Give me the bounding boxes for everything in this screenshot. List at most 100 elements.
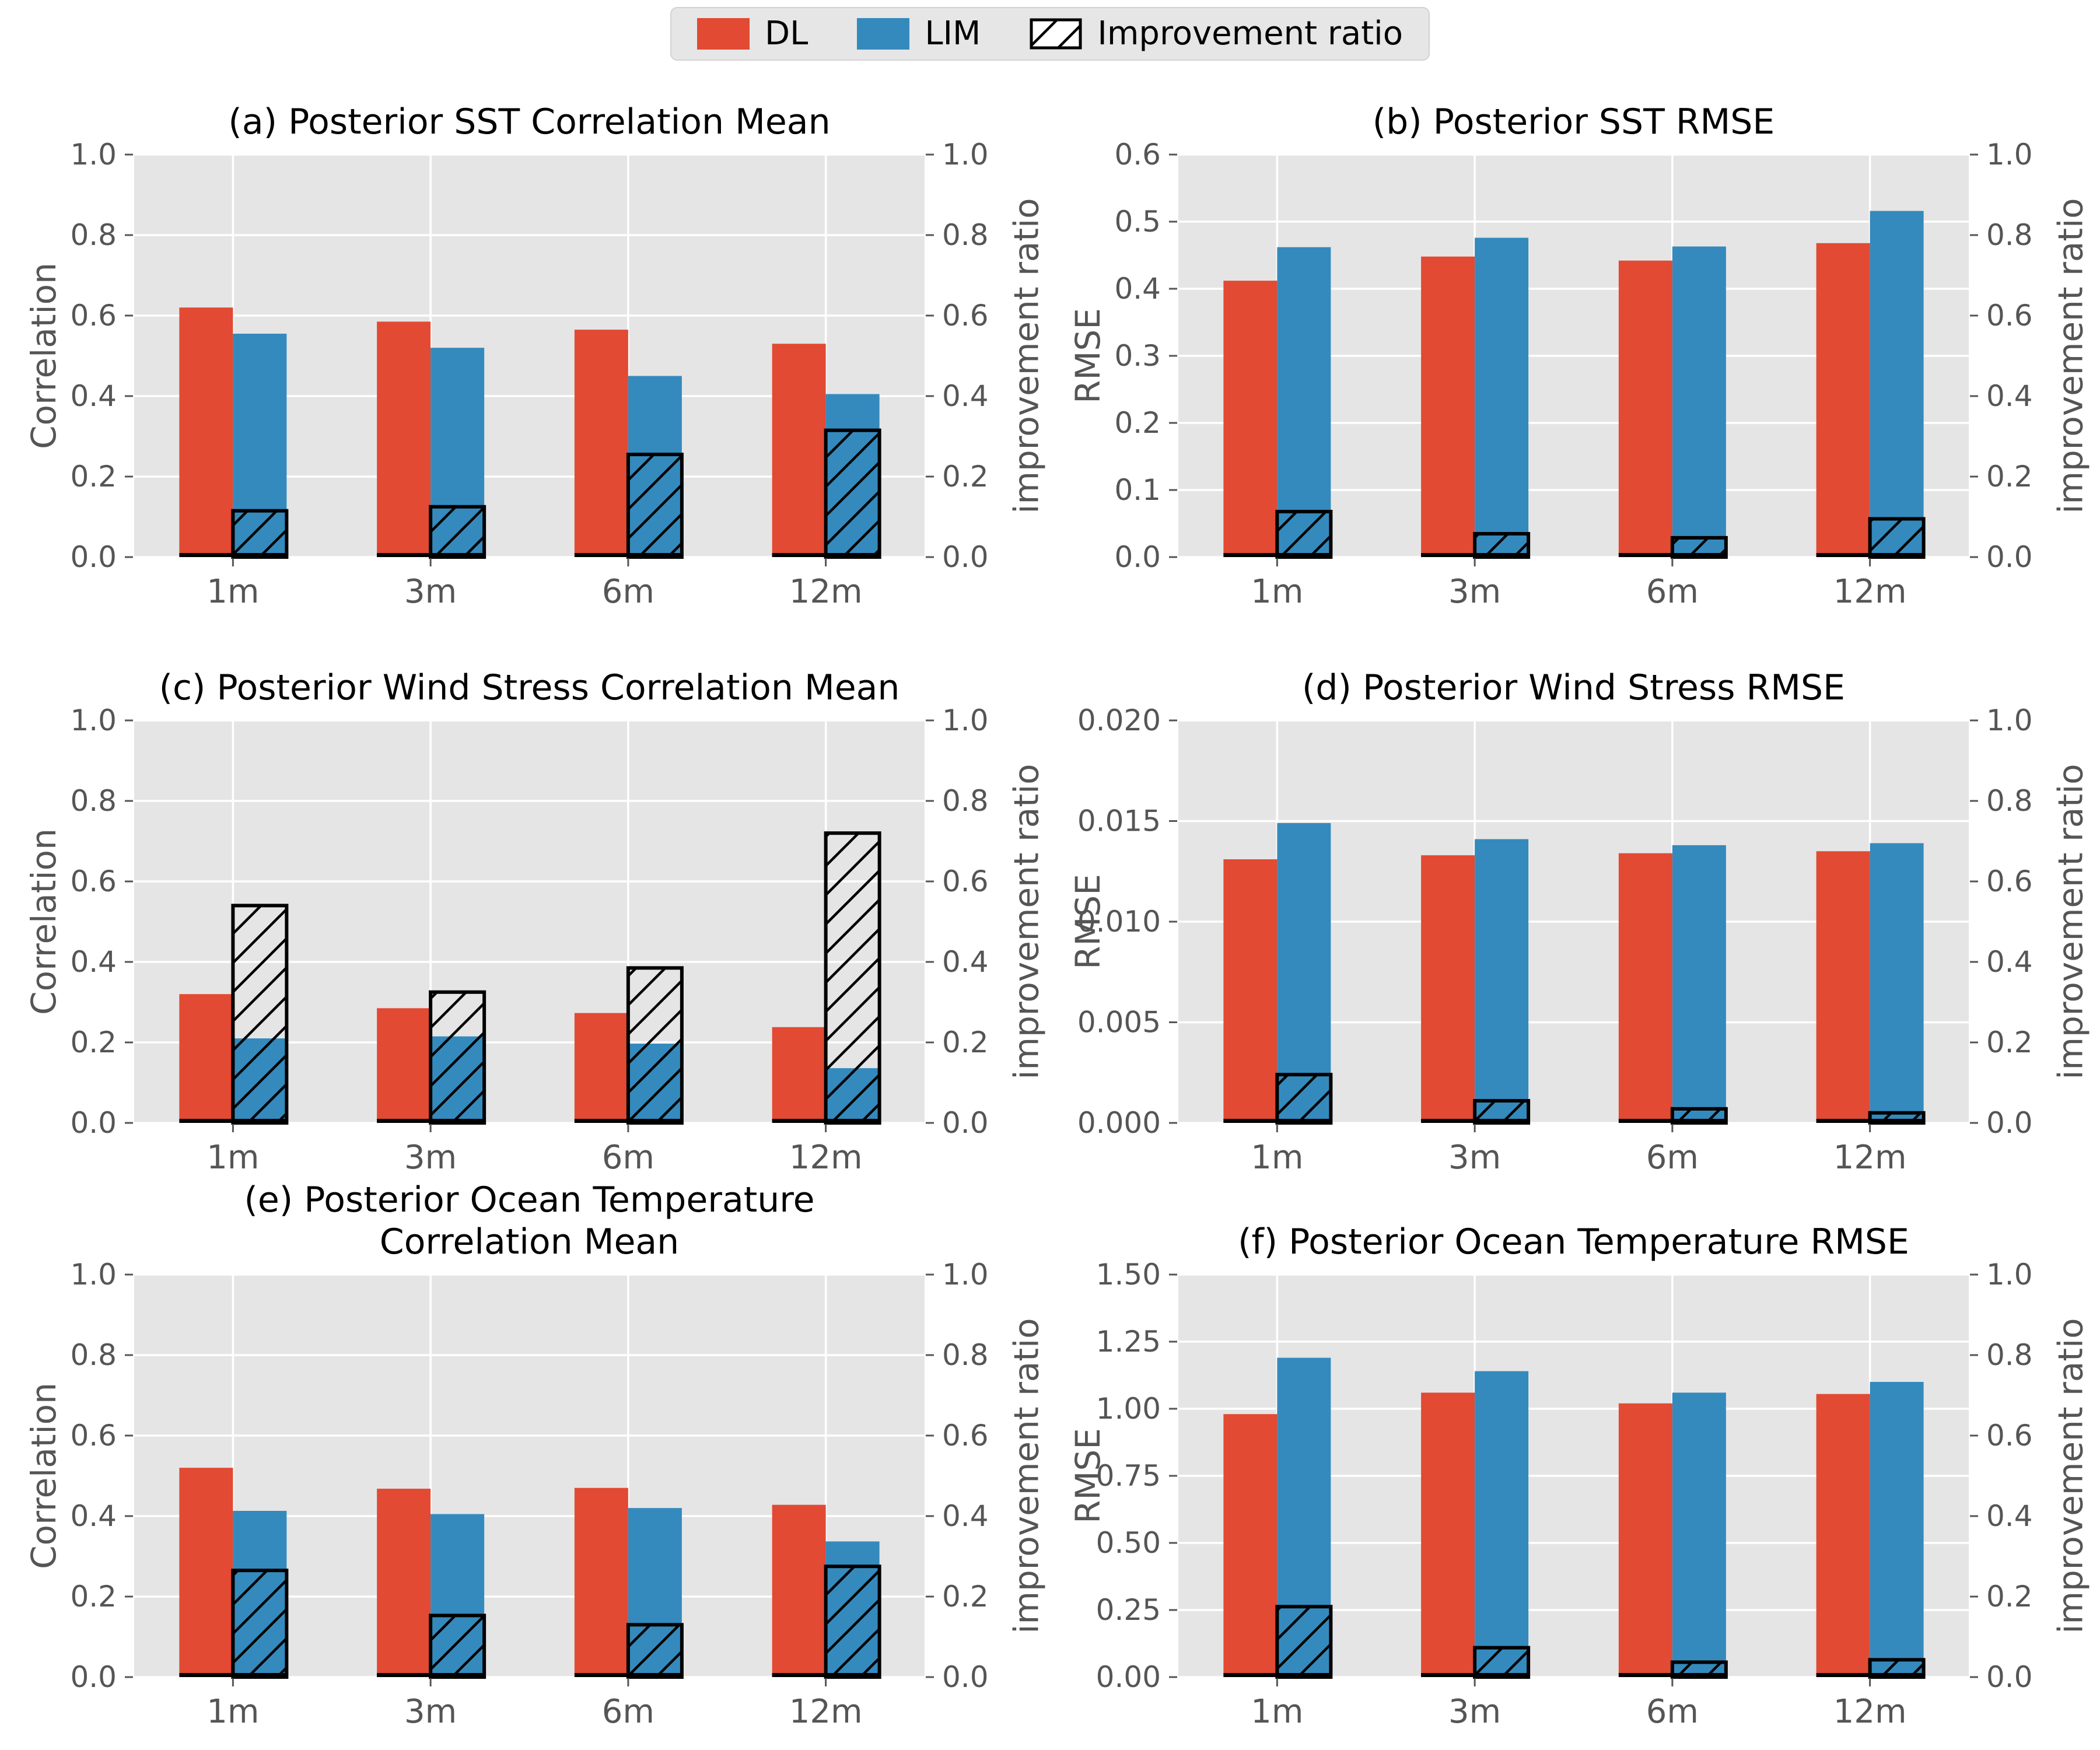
bar-improvement-6m [626, 966, 684, 1125]
y-tick-label: 0.4 [70, 379, 117, 413]
right-y-tick-label: 0.6 [942, 299, 989, 332]
x-tick-label: 3m [1448, 1693, 1501, 1731]
bar-improvement-1m [231, 509, 289, 559]
y-tick-label: 0.6 [1114, 138, 1161, 172]
x-tick-label: 3m [404, 1139, 457, 1177]
x-tick-label: 12m [789, 1693, 863, 1731]
bar-dl-1m [179, 307, 233, 557]
bar-improvement-3m [429, 505, 487, 559]
bar-dl-1m [1223, 1414, 1278, 1677]
right-y-tick-label: 1.0 [1986, 704, 2033, 737]
bar-dl-1m [1223, 859, 1278, 1123]
bar-lim-12m [1870, 843, 1924, 1123]
x-tick-label: 6m [602, 1139, 654, 1177]
right-y-tick-label: 0.8 [942, 1338, 989, 1372]
bar-baseline [772, 553, 880, 557]
y-tick-label: 1.50 [1096, 1258, 1161, 1292]
x-tick-label: 1m [1251, 573, 1303, 611]
legend-label-improvement: Improvement ratio [1097, 15, 1403, 52]
bar-improvement-1m [1275, 1605, 1333, 1679]
y-tick-label: 0.75 [1096, 1459, 1161, 1493]
panel-f-title: (f) Posterior Ocean Temperature RMSE [1238, 1222, 1909, 1262]
legend: DL LIM Improvement ratio [670, 7, 1430, 61]
right-y-tick-label: 0.6 [1986, 1419, 2033, 1452]
x-tick-label: 12m [789, 1139, 863, 1177]
bar-lim-3m [1475, 839, 1529, 1123]
bar-lim-12m [1870, 1382, 1924, 1677]
bar-baseline [1618, 1119, 1726, 1123]
legend-item-improvement: Improvement ratio [1030, 18, 1403, 50]
panel-c-right-ylabel: improvement ratio [1007, 764, 1046, 1080]
right-y-tick-label: 0.2 [1986, 1026, 2033, 1059]
y-tick-label: 0.4 [70, 945, 117, 979]
right-y-tick-label: 0.8 [1986, 218, 2033, 252]
right-y-tick-label: 0.0 [1986, 540, 2033, 574]
x-tick-label: 1m [206, 1139, 259, 1177]
y-tick-label: 1.0 [70, 1258, 117, 1292]
right-y-tick-label: 0.6 [1986, 299, 2033, 332]
bar-improvement-3m [429, 1614, 487, 1679]
y-tick-label: 0.000 [1077, 1106, 1161, 1140]
panel-f-right-ylabel: improvement ratio [2051, 1318, 2091, 1634]
x-tick-label: 1m [206, 1693, 259, 1731]
right-y-tick-label: 0.4 [1986, 379, 2033, 413]
bar-baseline [1618, 553, 1726, 557]
right-y-tick-label: 0.8 [942, 218, 989, 252]
right-y-tick-label: 0.2 [942, 1026, 989, 1059]
panel-c-title: (c) Posterior Wind Stress Correlation Me… [159, 667, 900, 708]
x-tick-label: 12m [1833, 1693, 1907, 1731]
x-tick-label: 1m [206, 573, 259, 611]
panel-d-right-ylabel: improvement ratio [2051, 764, 2091, 1080]
bar-improvement-1m [1275, 1073, 1333, 1125]
right-y-tick-label: 0.4 [1986, 1499, 2033, 1533]
bar-baseline [574, 553, 682, 557]
x-tick-label: 12m [1833, 573, 1907, 611]
bar-improvement-12m [824, 1564, 881, 1679]
bar-dl-12m [1816, 243, 1870, 557]
bar-dl-6m [1618, 853, 1672, 1123]
bar-baseline [772, 1119, 880, 1123]
panel-b-right-ylabel: improvement ratio [2051, 198, 2091, 514]
y-tick-label: 0.1 [1114, 473, 1161, 507]
panel-f: 0.00 0.25 0.50 0.75 1.00 1.25 1.50 0.0 0.2 0.4 0.6… [1096, 1258, 2033, 1731]
x-tick-label: 6m [602, 1693, 654, 1731]
bar-baseline [1223, 553, 1331, 557]
panel-c: 0.0 0.2 0.4 0.6 0.8 1.0 0.0 0.2 0.4 0.6 0.8 1.0 1m 3m… [70, 704, 988, 1177]
x-tick-label: 6m [602, 573, 654, 611]
x-tick-label: 6m [1646, 573, 1699, 611]
panel-e-title: (e) Posterior Ocean Temperature Correlat… [244, 1180, 815, 1262]
bar-dl-6m [1618, 260, 1672, 557]
x-tick-label: 3m [404, 1693, 457, 1731]
bar-improvement-1m [231, 1569, 289, 1679]
improvement-hatch-swatch-icon [1030, 18, 1082, 50]
bar-dl-6m [574, 1488, 628, 1677]
x-tick-label: 1m [1251, 1693, 1303, 1731]
bar-dl-12m [1816, 1394, 1870, 1677]
bar-lim-1m [1277, 247, 1331, 557]
right-y-tick-label: 1.0 [942, 138, 989, 172]
bar-lim-3m [1475, 1371, 1529, 1677]
x-tick-label: 12m [789, 573, 863, 611]
right-y-tick-label: 0.0 [942, 1106, 989, 1140]
right-y-tick-label: 0.2 [1986, 460, 2033, 494]
right-y-tick-label: 0.4 [942, 945, 989, 979]
y-tick-label: 0.8 [70, 218, 117, 252]
bar-baseline [574, 1119, 682, 1123]
bar-dl-3m [1421, 256, 1475, 557]
bar-lim-3m [1475, 237, 1529, 558]
bar-dl-3m [377, 321, 431, 557]
panel-b: 0.0 0.1 0.2 0.3 0.4 0.5 0.6 0.0 0.2 0.4 0.6 0.8 1.0 1… [1114, 138, 2032, 611]
right-y-tick-label: 1.0 [1986, 138, 2033, 172]
bar-baseline [574, 1673, 682, 1677]
y-tick-label: 0.0 [1114, 540, 1161, 574]
bar-improvement-3m [1473, 1646, 1531, 1679]
y-tick-label: 0.6 [70, 864, 117, 898]
y-tick-label: 1.00 [1096, 1392, 1161, 1426]
legend-label-dl: DL [765, 15, 808, 52]
right-y-tick-label: 0.8 [942, 784, 989, 818]
bar-improvement-6m [626, 1623, 684, 1679]
right-y-tick-label: 0.2 [942, 460, 989, 494]
bar-improvement-1m [231, 904, 289, 1125]
panel-b-title: (b) Posterior SST RMSE [1372, 102, 1775, 142]
y-tick-label: 0.4 [70, 1499, 117, 1533]
